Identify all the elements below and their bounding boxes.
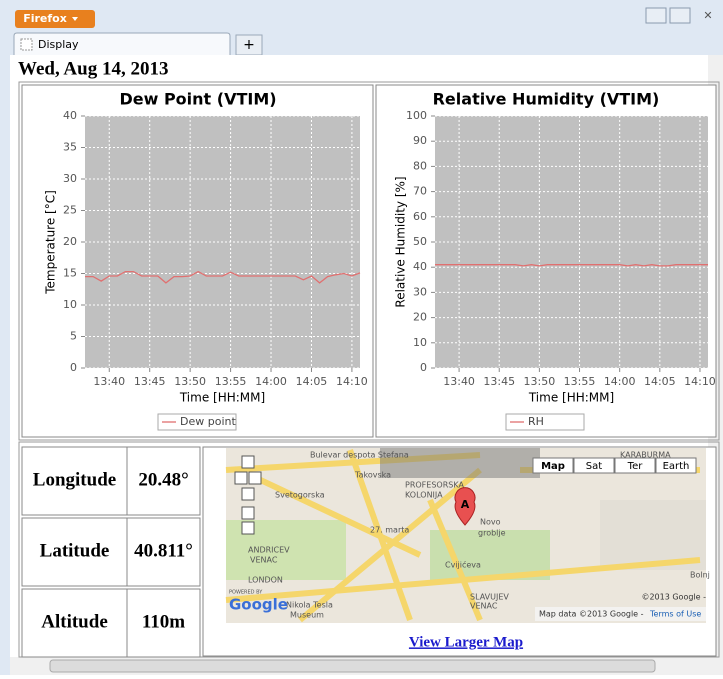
x-tick-label: 13:45 bbox=[134, 375, 166, 388]
map-label: PROFESORSKA bbox=[405, 481, 464, 490]
y-tick-label: 30 bbox=[63, 172, 77, 185]
map-type-label: Earth bbox=[663, 461, 690, 472]
x-tick-label: 14:05 bbox=[644, 375, 676, 388]
google-logo: Google bbox=[229, 596, 288, 614]
map-label: KOLONIJA bbox=[405, 491, 443, 500]
map-label: 27. marta bbox=[370, 526, 409, 535]
table-text: Altitude bbox=[41, 611, 108, 632]
y-tick-label: 70 bbox=[413, 185, 427, 198]
map-type-label: Map bbox=[541, 461, 565, 472]
map-label: Nikola Tesla bbox=[286, 601, 333, 610]
y-tick-label: 20 bbox=[63, 235, 77, 248]
terms-link[interactable]: Terms of Use bbox=[649, 610, 701, 619]
legend-label: Dew point bbox=[180, 415, 236, 428]
x-tick-label: 13:55 bbox=[564, 375, 596, 388]
table-text: 20.48° bbox=[138, 469, 188, 490]
map-control[interactable] bbox=[242, 522, 254, 534]
y-tick-label: 50 bbox=[413, 235, 427, 248]
x-tick-label: 13:50 bbox=[174, 375, 206, 388]
x-axis-title: Time [HH:MM] bbox=[528, 391, 614, 405]
y-tick-label: 0 bbox=[420, 361, 427, 374]
x-axis-title: Time [HH:MM] bbox=[179, 391, 265, 405]
map-label: Takovska bbox=[354, 471, 391, 480]
map-label: Novo bbox=[480, 518, 501, 527]
y-tick-label: 35 bbox=[63, 141, 77, 154]
y-tick-label: 15 bbox=[63, 267, 77, 280]
table-text: Latitude bbox=[40, 540, 110, 561]
x-tick-label: 14:00 bbox=[604, 375, 636, 388]
chart-title: Dew Point (VTIM) bbox=[119, 90, 276, 109]
map-label: Cvijićeva bbox=[445, 560, 481, 570]
map-label: VENAC bbox=[250, 556, 278, 565]
y-tick-label: 10 bbox=[413, 336, 427, 349]
x-tick-label: 13:50 bbox=[524, 375, 556, 388]
tab-title: Display bbox=[38, 38, 79, 51]
map-label: LONDON bbox=[248, 576, 283, 585]
map-label: Bulevar despota Stefana bbox=[310, 451, 409, 460]
map-attribution: Map data ©2013 Google - bbox=[539, 610, 644, 619]
x-tick-label: 14:10 bbox=[684, 375, 716, 388]
browser-window: Firefox ✕ Display + Wed, Aug 14, 2013 De… bbox=[0, 0, 723, 675]
map-label: Museum bbox=[290, 611, 324, 620]
scroll-thumb[interactable] bbox=[50, 660, 655, 672]
y-tick-label: 40 bbox=[413, 260, 427, 273]
x-tick-label: 13:55 bbox=[215, 375, 247, 388]
y-tick-label: 0 bbox=[70, 361, 77, 374]
y-tick-label: 10 bbox=[63, 298, 77, 311]
y-axis-title: Relative Humidity [%] bbox=[394, 176, 408, 307]
y-tick-label: 60 bbox=[413, 210, 427, 223]
minimize[interactable] bbox=[646, 8, 666, 23]
table-text: Longitude bbox=[33, 469, 116, 490]
legend-label: RH bbox=[528, 415, 544, 428]
map-copyright: ©2013 Google - bbox=[641, 593, 706, 602]
y-tick-label: 40 bbox=[63, 109, 77, 122]
y-tick-label: 5 bbox=[70, 330, 77, 343]
map-type-label: Sat bbox=[586, 461, 602, 472]
maximize[interactable] bbox=[670, 8, 690, 23]
x-tick-label: 14:00 bbox=[255, 375, 287, 388]
map-control[interactable] bbox=[249, 472, 261, 484]
x-tick-label: 14:10 bbox=[336, 375, 368, 388]
table-text: 40.811° bbox=[134, 540, 193, 561]
y-tick-label: 30 bbox=[413, 285, 427, 298]
x-tick-label: 13:45 bbox=[483, 375, 515, 388]
tab-icon bbox=[21, 39, 32, 50]
firefox-label: Firefox bbox=[23, 12, 67, 25]
table-text: 110m bbox=[142, 611, 185, 632]
chart-title: Relative Humidity (VTIM) bbox=[433, 90, 660, 109]
map-label: ANDRICEV bbox=[248, 546, 290, 555]
close[interactable]: ✕ bbox=[703, 9, 712, 22]
y-tick-label: 20 bbox=[413, 311, 427, 324]
map-label: groblje bbox=[478, 529, 506, 538]
map-control[interactable] bbox=[242, 507, 254, 519]
marker-label: A bbox=[461, 498, 470, 511]
y-axis-title: Temperature [°C] bbox=[44, 190, 58, 295]
map-label: VENAC bbox=[470, 602, 498, 611]
map-label: Bolnj bbox=[690, 571, 710, 580]
map-control[interactable] bbox=[242, 456, 254, 468]
view-larger-map[interactable]: View Larger Map bbox=[409, 634, 523, 650]
y-tick-label: 80 bbox=[413, 159, 427, 172]
x-tick-label: 13:40 bbox=[443, 375, 475, 388]
new-tab-label: + bbox=[243, 37, 255, 53]
x-tick-label: 13:40 bbox=[93, 375, 125, 388]
map-control[interactable] bbox=[235, 472, 247, 484]
date-heading: Wed, Aug 14, 2013 bbox=[18, 58, 168, 79]
map-label: SLAVUJEV bbox=[470, 593, 509, 602]
map-type-label: Ter bbox=[627, 461, 644, 472]
y-tick-label: 25 bbox=[63, 204, 77, 217]
y-tick-label: 100 bbox=[406, 109, 427, 122]
map-label: Svetogorska bbox=[275, 491, 325, 500]
y-tick-label: 90 bbox=[413, 134, 427, 147]
map-control[interactable] bbox=[242, 488, 254, 500]
x-tick-label: 14:05 bbox=[296, 375, 328, 388]
